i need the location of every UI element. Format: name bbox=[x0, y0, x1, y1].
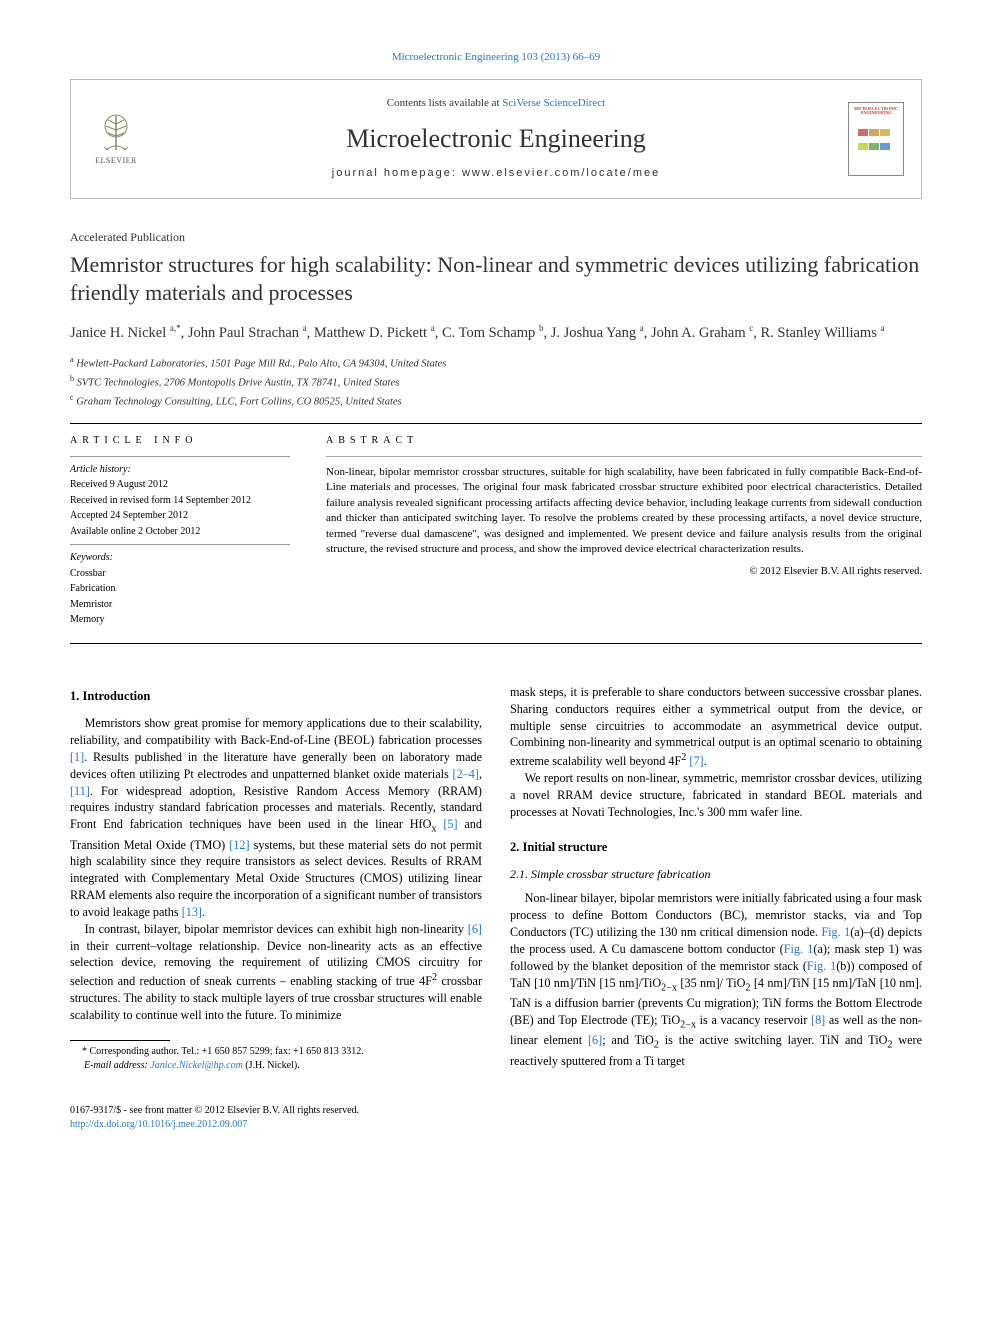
section-heading-introduction: 1. Introduction bbox=[70, 688, 482, 705]
elsevier-tree-icon bbox=[94, 110, 138, 154]
cover-art-icon bbox=[858, 129, 894, 155]
keyword-line: Fabrication bbox=[70, 582, 290, 596]
publisher-logo-cell: ELSEVIER bbox=[71, 80, 161, 198]
keyword-line: Memory bbox=[70, 613, 290, 627]
ref-link[interactable]: [8] bbox=[811, 1013, 825, 1027]
journal-header-center: Contents lists available at SciVerse Sci… bbox=[161, 80, 831, 198]
body-paragraph: In contrast, bilayer, bipolar memristor … bbox=[70, 921, 482, 1024]
ref-link[interactable]: Fig. 1 bbox=[784, 942, 814, 956]
section-heading-initial-structure: 2. Initial structure bbox=[510, 839, 922, 856]
history-line: Available online 2 October 2012 bbox=[70, 525, 290, 539]
history-line: Received 9 August 2012 bbox=[70, 478, 290, 492]
doi-link[interactable]: http://dx.doi.org/10.1016/j.mee.2012.09.… bbox=[70, 1118, 482, 1132]
ref-link[interactable]: Fig. 1 bbox=[807, 959, 836, 973]
horizontal-rule bbox=[70, 423, 922, 424]
ref-link[interactable]: [2–4] bbox=[453, 767, 479, 781]
email-label: E-mail address: bbox=[84, 1060, 150, 1071]
publisher-name: ELSEVIER bbox=[95, 156, 137, 167]
abstract-heading: ABSTRACT bbox=[326, 434, 922, 448]
info-abstract-row: ARTICLE INFO Article history: Received 9… bbox=[70, 434, 922, 629]
abstract-copyright: © 2012 Elsevier B.V. All rights reserved… bbox=[326, 565, 922, 579]
sciencedirect-link[interactable]: SciVerse ScienceDirect bbox=[502, 97, 605, 109]
email-footnote: E-mail address: Janice.Nickel@hp.com (J.… bbox=[70, 1059, 482, 1073]
body-paragraph: mask steps, it is preferable to share co… bbox=[510, 684, 922, 770]
history-line: Accepted 24 September 2012 bbox=[70, 509, 290, 523]
body-right-column: mask steps, it is preferable to share co… bbox=[510, 684, 922, 1132]
page-header-citation[interactable]: Microelectronic Engineering 103 (2013) 6… bbox=[70, 50, 922, 65]
keyword-line: Crossbar bbox=[70, 567, 290, 581]
body-paragraph: Non-linear bilayer, bipolar memristors w… bbox=[510, 890, 922, 1069]
article-title: Memristor structures for high scalabilit… bbox=[70, 251, 922, 306]
corresponding-author-footnote: * Corresponding author. Tel.: +1 650 857… bbox=[70, 1045, 482, 1059]
article-info-column: ARTICLE INFO Article history: Received 9… bbox=[70, 434, 290, 629]
ref-link[interactable]: [13] bbox=[182, 905, 202, 919]
body-left-column: 1. Introduction Memristors show great pr… bbox=[70, 684, 482, 1132]
abstract-column: ABSTRACT Non-linear, bipolar memristor c… bbox=[326, 434, 922, 629]
history-line: Received in revised form 14 September 20… bbox=[70, 494, 290, 508]
ref-link[interactable]: [5] bbox=[443, 817, 457, 831]
history-label: Article history: bbox=[70, 463, 290, 477]
body-paragraph: Memristors show great promise for memory… bbox=[70, 715, 482, 921]
journal-homepage[interactable]: journal homepage: www.elsevier.com/locat… bbox=[332, 166, 660, 181]
journal-header-box: ELSEVIER Contents lists available at Sci… bbox=[70, 79, 922, 199]
author-email-link[interactable]: Janice.Nickel@hp.com bbox=[150, 1060, 243, 1071]
contents-prefix: Contents lists available at bbox=[387, 97, 502, 109]
keywords-label: Keywords: bbox=[70, 551, 290, 565]
ref-link[interactable]: Fig. 1 bbox=[821, 925, 850, 939]
ref-link[interactable]: [7] bbox=[689, 754, 703, 768]
ref-link[interactable]: [12] bbox=[229, 838, 249, 852]
affiliation-line: c Graham Technology Consulting, LLC, For… bbox=[70, 393, 922, 410]
journal-name: Microelectronic Engineering bbox=[346, 121, 646, 156]
subsection-heading: 2.1. Simple crossbar structure fabricati… bbox=[510, 866, 922, 883]
article-kicker: Accelerated Publication bbox=[70, 229, 922, 245]
ref-link[interactable]: [6] bbox=[468, 922, 482, 936]
horizontal-rule bbox=[70, 643, 922, 644]
journal-cover-thumb: MICROELECTRONIC ENGINEERING bbox=[848, 102, 904, 176]
cover-title-text: MICROELECTRONIC ENGINEERING bbox=[849, 107, 903, 116]
ref-link[interactable]: [11] bbox=[70, 784, 90, 798]
ref-link[interactable]: [1] bbox=[70, 750, 84, 764]
ref-link[interactable]: [6] bbox=[588, 1033, 602, 1047]
front-matter-line: 0167-9317/$ - see front matter © 2012 El… bbox=[70, 1104, 482, 1118]
keyword-line: Memristor bbox=[70, 598, 290, 612]
body-paragraph: We report results on non-linear, symmetr… bbox=[510, 770, 922, 820]
contents-lists-line: Contents lists available at SciVerse Sci… bbox=[387, 96, 605, 111]
author-list: Janice H. Nickel a,*, John Paul Strachan… bbox=[70, 322, 922, 343]
footnote-rule bbox=[70, 1040, 170, 1041]
affiliation-line: a Hewlett-Packard Laboratories, 1501 Pag… bbox=[70, 355, 922, 372]
abstract-text: Non-linear, bipolar memristor crossbar s… bbox=[326, 465, 922, 557]
affiliation-list: a Hewlett-Packard Laboratories, 1501 Pag… bbox=[70, 355, 922, 409]
body-columns: 1. Introduction Memristors show great pr… bbox=[70, 684, 922, 1132]
affiliation-line: b SVTC Technologies, 2706 Montopolis Dri… bbox=[70, 374, 922, 391]
elsevier-logo: ELSEVIER bbox=[86, 104, 146, 174]
cover-thumb-cell: MICROELECTRONIC ENGINEERING bbox=[831, 80, 921, 198]
article-info-heading: ARTICLE INFO bbox=[70, 434, 290, 448]
bottom-meta: 0167-9317/$ - see front matter © 2012 El… bbox=[70, 1104, 482, 1132]
email-tail: (J.H. Nickel). bbox=[243, 1060, 300, 1071]
